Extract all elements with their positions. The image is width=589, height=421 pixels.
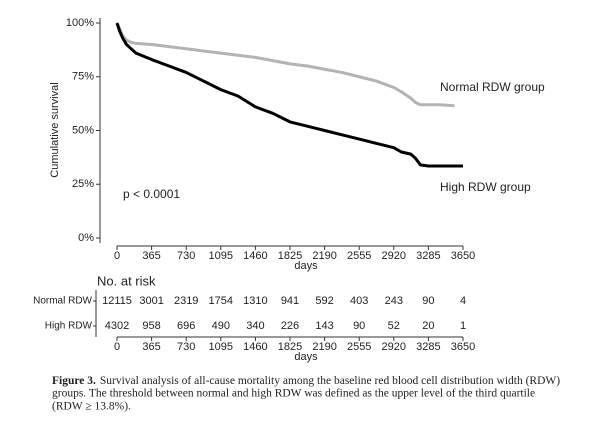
x-tick-label: 730 [177, 250, 195, 262]
table-x-tick-label: 730 [177, 341, 195, 353]
caption-line: (RDW ≥ 13.8%). [52, 401, 131, 413]
risk-count: 403 [350, 295, 368, 307]
table-x-tick-label: 1095 [209, 341, 233, 353]
risk-count: 1 [460, 320, 466, 332]
p-value: p < 0.0001 [123, 187, 180, 201]
risk-count: 592 [315, 295, 333, 307]
risk-count: 490 [212, 320, 230, 332]
survival-curve [115, 22, 455, 108]
risk-count: 52 [388, 320, 400, 332]
risk-count: 958 [142, 320, 160, 332]
y-axis-label: Cumulative survival [49, 82, 61, 177]
x-tick-label: 2920 [382, 250, 406, 262]
table-x-tick-label: 2555 [347, 341, 371, 353]
caption-label: Figure 3. [52, 375, 96, 387]
table-x-tick-label: 0 [114, 341, 120, 353]
table-x-tick-label: 1460 [243, 341, 267, 353]
x-tick-label: 2555 [347, 250, 371, 262]
table-x-tick-label: 1825 [278, 341, 302, 353]
risk-count: 2319 [174, 295, 198, 307]
risk-count: 243 [385, 295, 403, 307]
caption: Figure 3. Survival analysis of all-cause … [52, 375, 560, 387]
risk-count: 941 [281, 295, 299, 307]
table-x-tick-label: 2920 [382, 341, 406, 353]
risk-count: 226 [281, 320, 299, 332]
risk-count: 696 [177, 320, 195, 332]
x-tick-label: 1825 [278, 250, 302, 262]
risk-count: 1754 [209, 295, 233, 307]
risk-count: 340 [246, 320, 264, 332]
x-axis-label: days [294, 260, 318, 272]
x-tick-label: 3650 [451, 250, 475, 262]
x-tick-label: 2190 [312, 250, 336, 262]
risk-row-label: Normal RDW [33, 296, 92, 307]
y-tick-label: 25% [72, 178, 94, 190]
series-label: Normal RDW group [440, 80, 545, 94]
x-tick-label: 3285 [416, 250, 440, 262]
table-x-tick-label: 2190 [312, 341, 336, 353]
caption-line: groups. The threshold between normal and… [52, 388, 535, 400]
series-label: High RDW group [440, 180, 531, 194]
survival-curve [115, 22, 463, 168]
y-tick-label: 0% [78, 232, 94, 244]
risk-count: 12115 [102, 295, 132, 307]
risk-row-label: High RDW [45, 321, 93, 332]
risk-count: 90 [422, 295, 434, 307]
x-tick-label: 1460 [243, 250, 267, 262]
table-x-tick-label: 3650 [451, 341, 475, 353]
risk-count: 20 [422, 320, 434, 332]
x-tick-label: 365 [142, 250, 160, 262]
risk-count: 143 [315, 320, 333, 332]
risk-count: 1310 [243, 295, 267, 307]
y-tick-label: 50% [72, 124, 94, 136]
table-x-axis-label: days [294, 351, 318, 363]
y-tick-label: 75% [72, 71, 94, 83]
risk-table-title: No. at risk [97, 273, 156, 288]
table-x-tick-label: 3285 [416, 341, 440, 353]
risk-count: 4 [460, 295, 466, 307]
y-tick-label: 100% [66, 17, 94, 29]
x-tick-label: 1095 [209, 250, 233, 262]
risk-count: 3001 [139, 295, 163, 307]
x-tick-label: 0 [114, 250, 120, 262]
risk-count: 90 [353, 320, 365, 332]
table-x-tick-label: 365 [142, 341, 160, 353]
caption-line: Survival analysis of all-cause mortality… [100, 375, 560, 387]
risk-count: 4302 [105, 320, 129, 332]
